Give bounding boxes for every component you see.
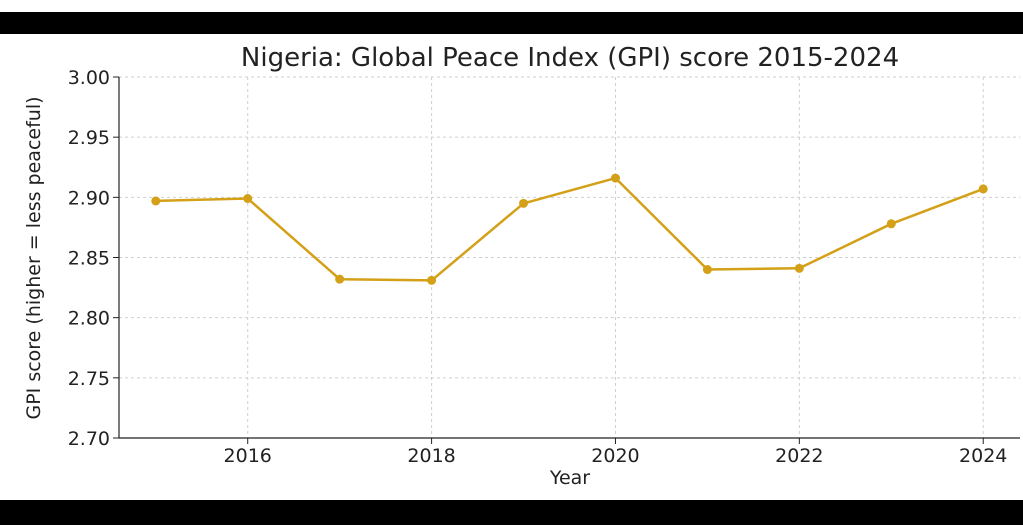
axes xyxy=(113,76,1020,444)
x-tick-label: 2020 xyxy=(591,445,639,467)
data-point xyxy=(794,263,804,273)
x-tick-label: 2022 xyxy=(775,445,823,467)
y-tick-label: 3.00 xyxy=(68,67,110,89)
data-point xyxy=(702,265,712,275)
data-point xyxy=(519,198,529,208)
data-point xyxy=(610,173,620,183)
x-axis-title: Year xyxy=(549,467,590,489)
data-point xyxy=(427,275,437,285)
series-line xyxy=(151,173,988,285)
y-tick-label: 2.70 xyxy=(68,428,110,450)
x-tick-label: 2016 xyxy=(224,445,272,467)
series-polyline xyxy=(155,176,984,282)
grid-lines xyxy=(119,76,1020,439)
data-point xyxy=(978,184,988,194)
x-tick-label: 2018 xyxy=(407,445,455,467)
y-tick-label: 2.80 xyxy=(68,308,110,330)
y-tick-label: 2.85 xyxy=(68,248,110,270)
data-point xyxy=(886,219,896,229)
x-tick-label: 2024 xyxy=(959,445,1007,467)
y-tick-label: 2.75 xyxy=(68,368,110,390)
data-point xyxy=(335,274,345,284)
y-tick-label: 2.95 xyxy=(68,127,110,149)
top-black-bar xyxy=(0,0,1023,34)
y-axis-title: GPI score (higher = less peaceful) xyxy=(23,96,45,419)
data-point xyxy=(151,196,161,206)
top-white-strip xyxy=(0,0,1023,12)
x-tick-labels: 2016 2018 2020 2022 2024 xyxy=(224,445,1008,467)
chart-title: Nigeria: Global Peace Index (GPI) score … xyxy=(241,43,899,73)
bottom-black-bar xyxy=(0,500,1023,525)
y-tick-labels: 2.70 2.75 2.80 2.85 2.90 2.95 3.00 xyxy=(68,67,110,450)
data-point xyxy=(243,194,253,204)
y-tick-label: 2.90 xyxy=(68,187,110,209)
